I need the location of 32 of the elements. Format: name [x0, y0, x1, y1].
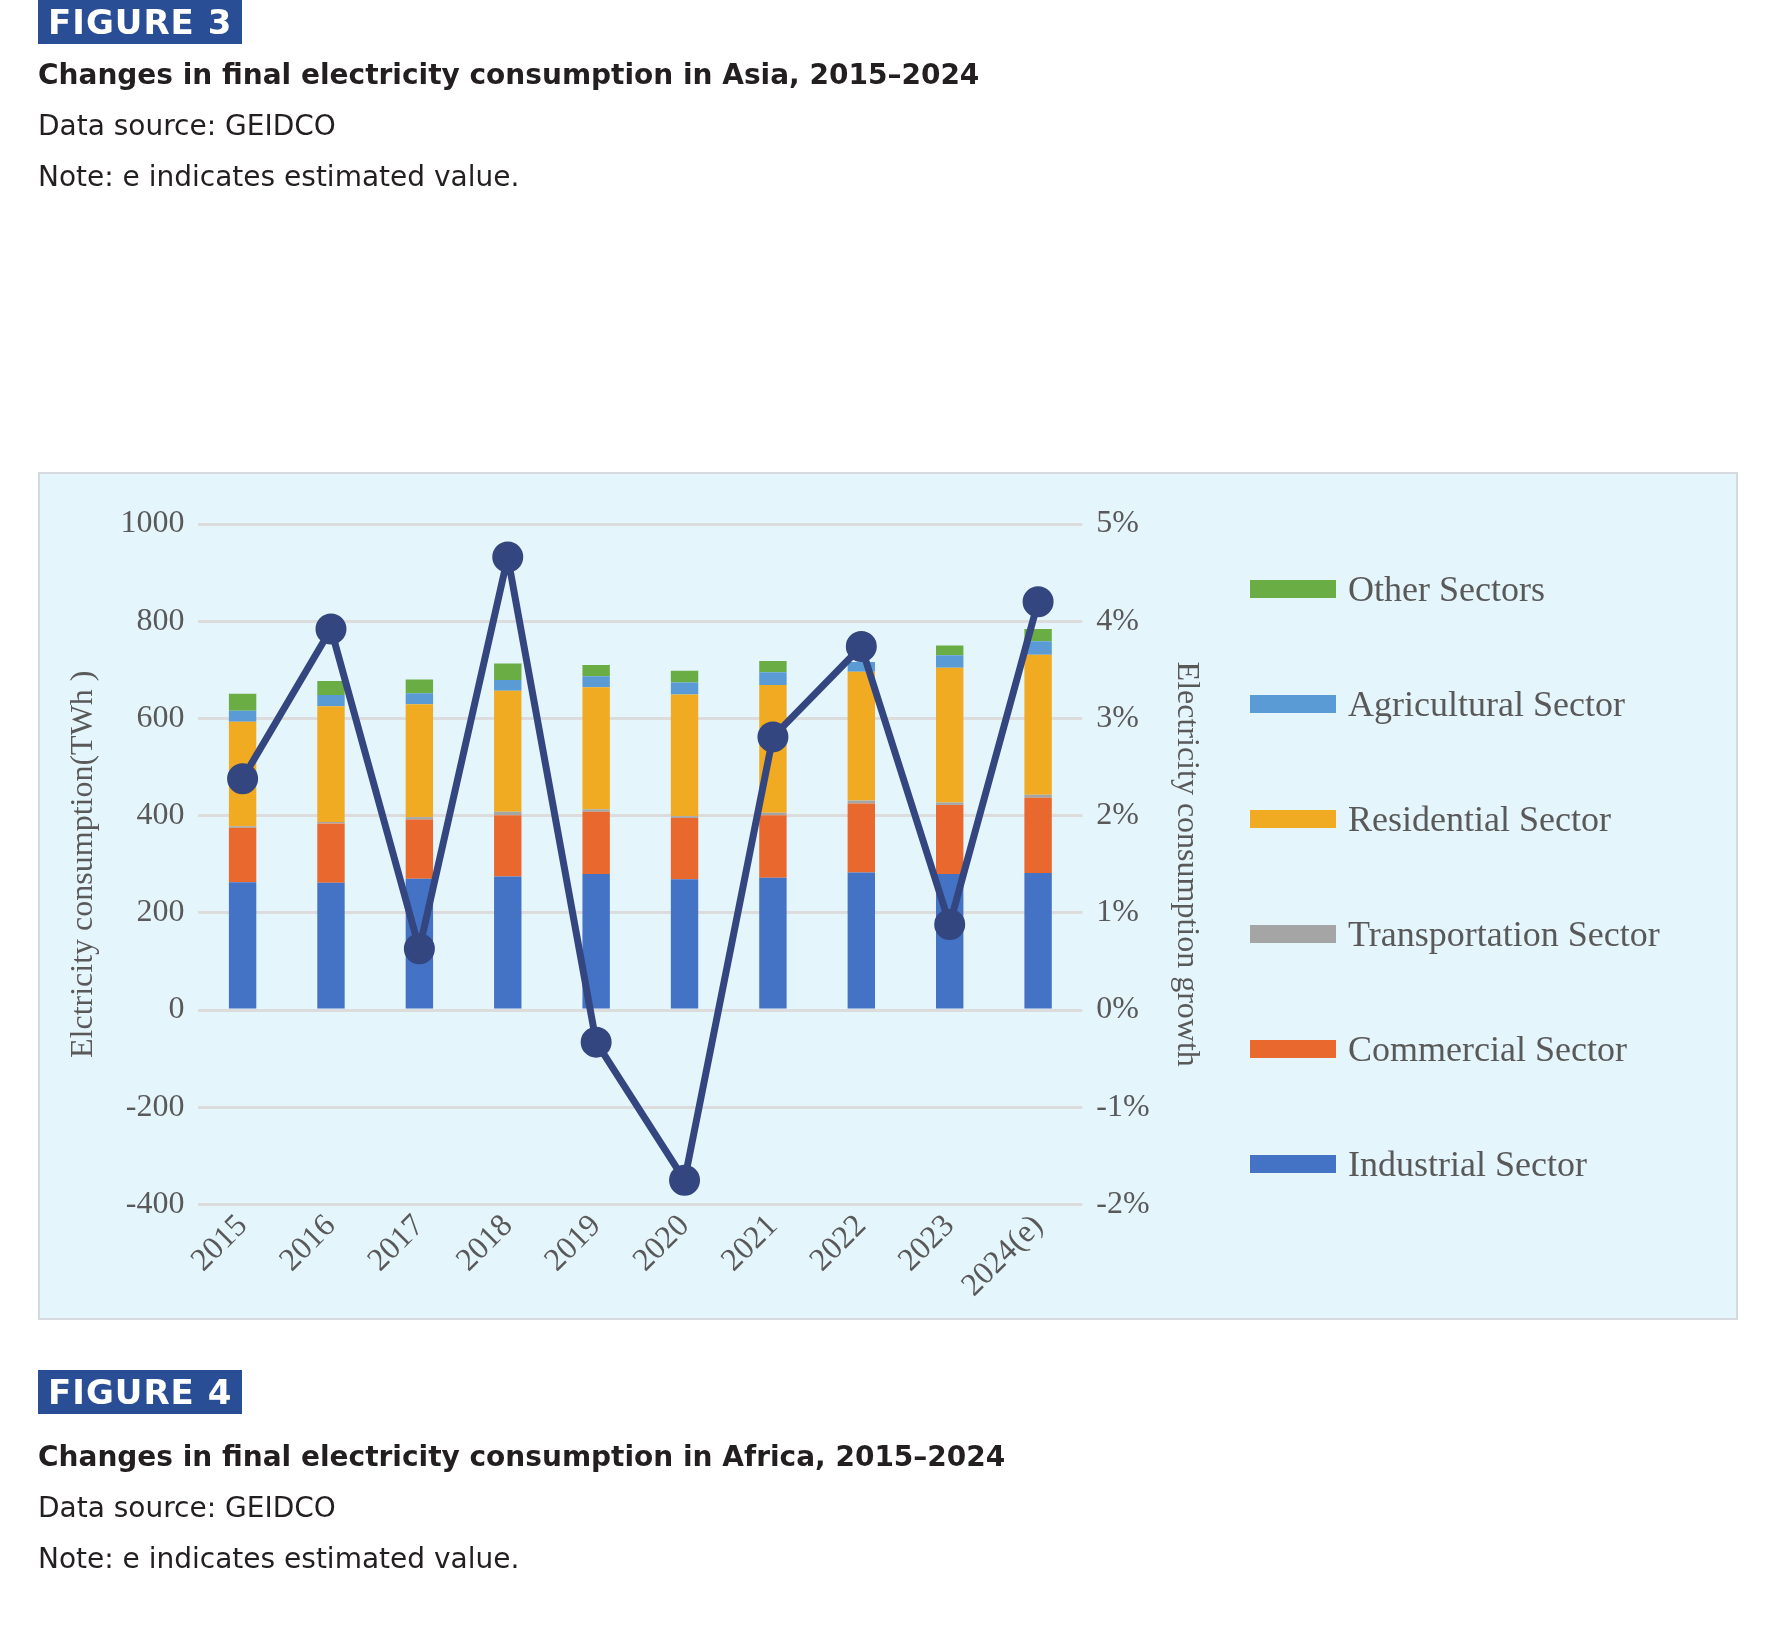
y-tick-label: -200 [125, 1086, 185, 1123]
text: Changes in final electricity consumption in Africa, 2015–2024 [38, 1440, 1006, 1473]
y2-tick-label: -1% [1096, 1086, 1150, 1123]
caption: FIGURE 4 [38, 1370, 243, 1414]
legend-label: Industrial Sector [1348, 1143, 1587, 1185]
y2-tick-label: 0% [1096, 989, 1139, 1026]
y2-tick-label: 3% [1096, 697, 1139, 734]
y-tick-label: 600 [136, 697, 185, 734]
legend-label: Residential Sector [1348, 798, 1611, 840]
legend-label: Agricultural Sector [1348, 683, 1625, 725]
y-axis-title: Elctricity consumption(TWh ) [62, 670, 99, 1058]
y-tick-label: 200 [136, 892, 185, 929]
legend-label: Other Sectors [1348, 568, 1545, 610]
legend-label: Commercial Sector [1348, 1028, 1627, 1070]
y-tick-label: 400 [136, 795, 185, 832]
legend-label: Transportation Sector [1348, 913, 1660, 955]
y-tick-label: -400 [125, 1183, 185, 1220]
y-tick-label: 1000 [120, 503, 185, 540]
source-note: Data source: GEIDCO [38, 109, 337, 142]
y-tick-label: 0 [168, 989, 185, 1026]
y2-tick-label: 5% [1096, 503, 1139, 540]
chart-title: Changes in final electricity consumption in Asia, 2015–2024 [38, 58, 980, 91]
text: Note: e indicates estimated value. [38, 160, 521, 193]
y2-tick-label: 4% [1096, 600, 1139, 637]
y2-tick-label: 1% [1096, 892, 1139, 929]
y2-axis-title: Electricity consumption growth [1171, 661, 1208, 1067]
source-note: Data source: GEIDCO [38, 1491, 337, 1524]
y2-tick-label: -2% [1096, 1183, 1150, 1220]
caption: FIGURE 3 [38, 0, 243, 44]
y-tick-label: 800 [136, 600, 185, 637]
y2-tick-label: 2% [1096, 795, 1139, 832]
text: Note: e indicates estimated value. [38, 1542, 521, 1575]
